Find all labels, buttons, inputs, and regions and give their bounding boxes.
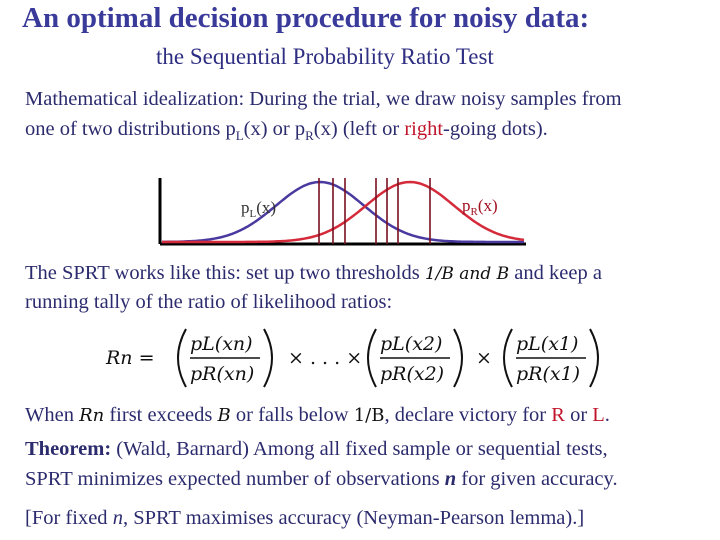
pL-arg: (x) — [243, 118, 268, 140]
r-letter: R — [551, 404, 565, 426]
sprt-line-2: running tally of the ratio of likelihood… — [25, 291, 393, 313]
likelihood-ratio-formula: Rn = pL(xn) pR(xn) × . . . × pL(x2) pR(x… — [105, 328, 599, 388]
formula-dots: × . . . × — [288, 347, 362, 369]
when-text: first exceeds — [104, 404, 218, 426]
pR-symbol: p — [294, 118, 306, 140]
pL-curve — [162, 180, 524, 244]
paren-right — [453, 328, 463, 388]
when-text: or falls below — [230, 404, 354, 426]
rn-symbol: Rn — [79, 405, 105, 426]
pL-symbol: p — [225, 118, 236, 140]
term-n-denominator: pR(xn) — [190, 363, 254, 385]
right-word: right — [404, 118, 444, 140]
sample-lines — [318, 178, 431, 244]
pR-label: pR(x) — [462, 196, 498, 218]
slide-title: An optimal decision procedure for noisy … — [22, 2, 590, 34]
sprt-line-1-text: The SPRT works like this: set up two thr… — [25, 262, 425, 284]
b-symbol: B — [217, 405, 231, 426]
sprt-line-1: The SPRT works like this: set up two thr… — [25, 262, 602, 285]
paren-right — [589, 328, 599, 388]
term-1-numerator: pL(x1) — [516, 333, 578, 355]
pL-label: pL(x) — [241, 198, 276, 220]
intro-line-2: one of two distributions pL(x) or pR(x) … — [25, 118, 548, 144]
theorem-text: for given accuracy. — [456, 468, 618, 490]
paren-close: -going dots). — [443, 118, 548, 140]
formula-lhs: Rn = — [105, 347, 155, 369]
paren-left — [367, 328, 377, 388]
footnote-text: , SPRT maximises accuracy (Neyman-Pearso… — [122, 507, 585, 529]
paren-right — [263, 328, 273, 388]
n-symbol: n — [112, 507, 123, 529]
when-text: When — [25, 404, 80, 426]
footnote: [For fixed n, SPRT maximises accuracy (N… — [25, 507, 584, 530]
theorem-text: (Wald, Barnard) Among all fixed sample o… — [111, 438, 608, 460]
n-symbol: n — [444, 468, 457, 490]
paren-left — [177, 328, 187, 388]
sprt-line-1-end: and keep a — [509, 262, 602, 284]
theorem-label: Theorem: — [25, 438, 112, 460]
paren-left — [503, 328, 513, 388]
or-word: or — [267, 118, 295, 140]
term-2-denominator: pR(x2) — [380, 363, 444, 385]
when-text: or — [564, 404, 593, 426]
theorem-text: SPRT minimizes expected number of observ… — [25, 468, 445, 490]
thresholds-math: 1/B and B — [424, 264, 510, 284]
theorem-line-2: SPRT minimizes expected number of observ… — [25, 468, 618, 491]
term-1-denominator: pR(x1) — [516, 363, 580, 385]
l-letter: L — [592, 404, 605, 426]
intro-line-1: Mathematical idealization: During the tr… — [25, 88, 622, 110]
term-n-numerator: pL(xn) — [190, 333, 253, 355]
when-text: , declare victory for — [384, 404, 552, 426]
when-line: When Rn first exceeds B or falls below 1… — [25, 404, 610, 427]
theorem-line-1: Theorem: (Wald, Barnard) Among all fixed… — [25, 438, 608, 461]
pR-curve — [162, 180, 525, 244]
pR-subscript: R — [305, 128, 314, 144]
when-text: . — [604, 404, 610, 426]
term-2-numerator: pL(x2) — [380, 333, 442, 355]
paren-open: (left or — [337, 118, 405, 140]
distribution-figure: pL(x) pR(x) — [158, 178, 526, 246]
inverse-b-symbol: 1/B — [353, 405, 385, 426]
intro-line-2-text: one of two distributions — [25, 118, 226, 140]
pR-arg: (x) — [313, 118, 338, 140]
formula-times: × — [476, 347, 492, 369]
pL-subscript: L — [235, 128, 244, 144]
footnote-text: [For fixed — [25, 507, 113, 529]
slide-subtitle: the Sequential Probability Ratio Test — [156, 44, 494, 69]
